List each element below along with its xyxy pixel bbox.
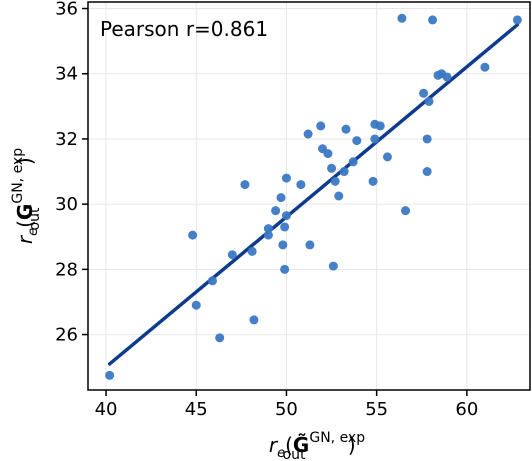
y-tick-label: 34: [55, 64, 78, 85]
scatter-point: [375, 121, 385, 131]
y-axis-ticks: 26 28 30 32 34 36: [55, 0, 88, 346]
y-tick-label: 26: [55, 325, 78, 346]
scatter-point: [328, 261, 338, 271]
scatter-point: [339, 167, 349, 177]
scatter-point: [401, 206, 411, 216]
scatter-point: [341, 124, 351, 134]
scatter-point: [281, 173, 291, 183]
scatter-point: [105, 370, 115, 380]
x-axis-label-subscript: out: [283, 447, 306, 461]
scatter-point: [419, 88, 429, 98]
scatter-point: [334, 191, 344, 201]
scatter-point: [397, 13, 407, 23]
y-axis-label: re(GGN, expout): [10, 148, 43, 244]
scatter-point: [428, 15, 438, 25]
x-tick-label: 50: [275, 399, 298, 420]
y-tick-label: 36: [55, 0, 78, 20]
scatter-point: [330, 176, 340, 186]
scatter-point: [188, 230, 198, 240]
scatter-point: [348, 157, 358, 167]
scatter-point: [382, 152, 392, 162]
scatter-point: [323, 149, 333, 159]
x-axis-label-superscript: GN, exp: [309, 430, 365, 446]
scatter-point: [442, 72, 452, 82]
scatter-point: [512, 15, 522, 25]
y-axis-label-r: r: [13, 234, 37, 244]
x-axis-label-open-paren: (: [285, 433, 293, 457]
scatter-point: [247, 246, 257, 256]
scatter-point: [422, 134, 432, 144]
scatter-point: [227, 250, 237, 260]
y-axis-label-superscript: GN, exp: [10, 148, 26, 204]
scatter-point: [271, 206, 281, 216]
y-axis-label-sub-e: e: [26, 228, 41, 236]
scatter-point: [191, 300, 201, 310]
scatter-point: [215, 333, 225, 343]
scatter-point: [263, 230, 273, 240]
pearson-annotation: Pearson r=0.861: [100, 17, 268, 41]
scatter-point: [207, 276, 217, 286]
x-axis-label-sub-e: e: [277, 446, 285, 461]
y-axis-label-open-paren: (: [13, 220, 37, 228]
x-tick-label: 55: [365, 399, 388, 420]
fit-line-group: [107, 23, 520, 366]
scatter-point: [327, 163, 337, 173]
scatter-point: [249, 315, 259, 325]
x-axis-ticks: 40 45 50 55 60: [95, 390, 478, 420]
scatter-point: [281, 211, 291, 221]
x-axis-label-close-paren: ): [348, 433, 356, 457]
plot-frame: [87, 1, 531, 391]
scatter-point: [280, 222, 290, 232]
scatter-point: [303, 129, 313, 139]
scatter-point: [422, 167, 432, 177]
x-tick-label: 40: [95, 399, 118, 420]
scatter-point: [278, 240, 288, 250]
scatter-point: [316, 121, 326, 131]
x-tick-label: 60: [455, 399, 478, 420]
scatter-point: [480, 62, 490, 72]
fit-line: [107, 23, 520, 366]
y-tick-label: 32: [55, 129, 78, 150]
scatter-point: [296, 180, 306, 190]
scatter-point: [370, 134, 380, 144]
scatter-point: [240, 180, 250, 190]
points-group: [105, 13, 522, 380]
scatter-point: [305, 240, 315, 250]
x-axis-label: re(G̃GN, exp out): [269, 430, 365, 461]
scatter-point: [263, 224, 273, 234]
y-axis-label-symbol: G: [13, 204, 37, 220]
x-axis-label-r: r: [269, 433, 279, 457]
y-tick-label: 28: [55, 259, 78, 280]
scatter-point: [280, 264, 290, 274]
y-tick-label: 30: [55, 194, 78, 215]
scatter-point: [424, 96, 434, 106]
y-axis-label-subscript: out: [27, 207, 43, 230]
scatter-point: [352, 136, 362, 146]
scatter-point: [368, 176, 378, 186]
x-axis-label-symbol: G̃: [293, 433, 309, 457]
x-tick-label: 45: [185, 399, 208, 420]
scatter-point: [276, 193, 286, 203]
y-axis-label-close-paren: ): [13, 157, 37, 165]
